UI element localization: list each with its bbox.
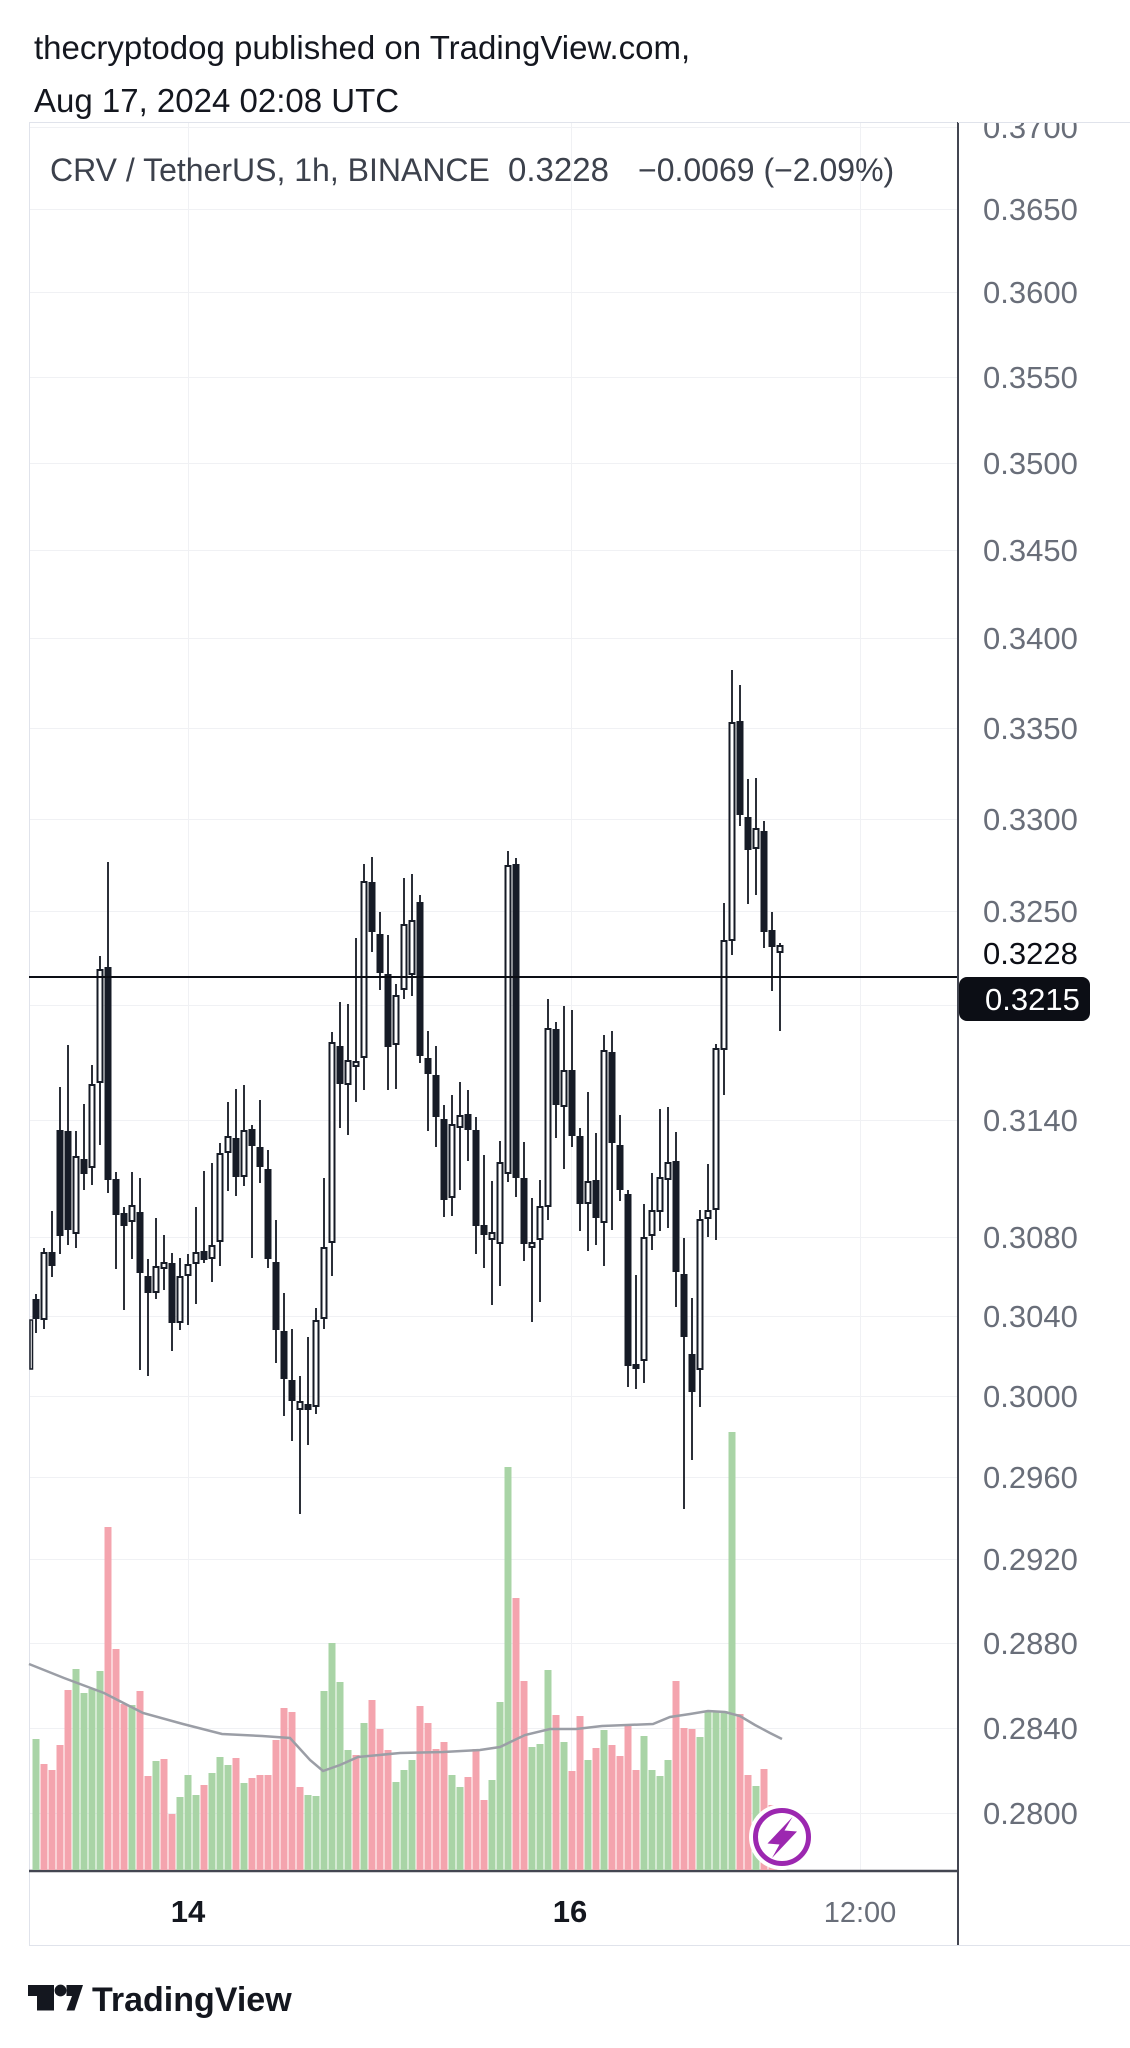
svg-text:0.2800: 0.2800 <box>983 1796 1078 1831</box>
svg-text:Aug 17, 2024 02:08 UTC: Aug 17, 2024 02:08 UTC <box>34 82 399 119</box>
svg-text:0.3400: 0.3400 <box>983 621 1078 656</box>
svg-text:12:00: 12:00 <box>824 1897 897 1929</box>
svg-text:0.3450: 0.3450 <box>983 533 1078 568</box>
svg-text:0.3250: 0.3250 <box>983 894 1078 929</box>
svg-text:0.3650: 0.3650 <box>983 192 1078 227</box>
svg-text:0.3215: 0.3215 <box>985 982 1080 1017</box>
svg-text:0.3000: 0.3000 <box>983 1379 1078 1414</box>
svg-text:0.3080: 0.3080 <box>983 1220 1078 1255</box>
svg-text:0.2840: 0.2840 <box>983 1711 1078 1746</box>
svg-text:0.3040: 0.3040 <box>983 1299 1078 1334</box>
svg-text:0.3140: 0.3140 <box>983 1103 1078 1138</box>
svg-text:0.3350: 0.3350 <box>983 711 1078 746</box>
svg-text:0.3300: 0.3300 <box>983 802 1078 837</box>
svg-text:0.2880: 0.2880 <box>983 1626 1078 1661</box>
svg-text:0.3600: 0.3600 <box>983 275 1078 310</box>
svg-text:14: 14 <box>171 1894 206 1929</box>
svg-text:0.2960: 0.2960 <box>983 1460 1078 1495</box>
svg-text:0.3228: 0.3228 <box>508 151 609 188</box>
svg-text:−0.0069 (−2.09%): −0.0069 (−2.09%) <box>638 152 894 188</box>
svg-text:0.2920: 0.2920 <box>983 1542 1078 1577</box>
svg-text:TradingView: TradingView <box>92 1981 292 2019</box>
svg-text:0.3228: 0.3228 <box>983 936 1078 971</box>
svg-text:thecryptodog published on Trad: thecryptodog published on TradingView.co… <box>34 29 690 66</box>
svg-text:0.3500: 0.3500 <box>983 446 1078 481</box>
svg-text:CRV / TetherUS, 1h, BINANCE: CRV / TetherUS, 1h, BINANCE <box>50 152 490 188</box>
svg-text:0.3550: 0.3550 <box>983 360 1078 395</box>
svg-text:16: 16 <box>553 1894 587 1929</box>
